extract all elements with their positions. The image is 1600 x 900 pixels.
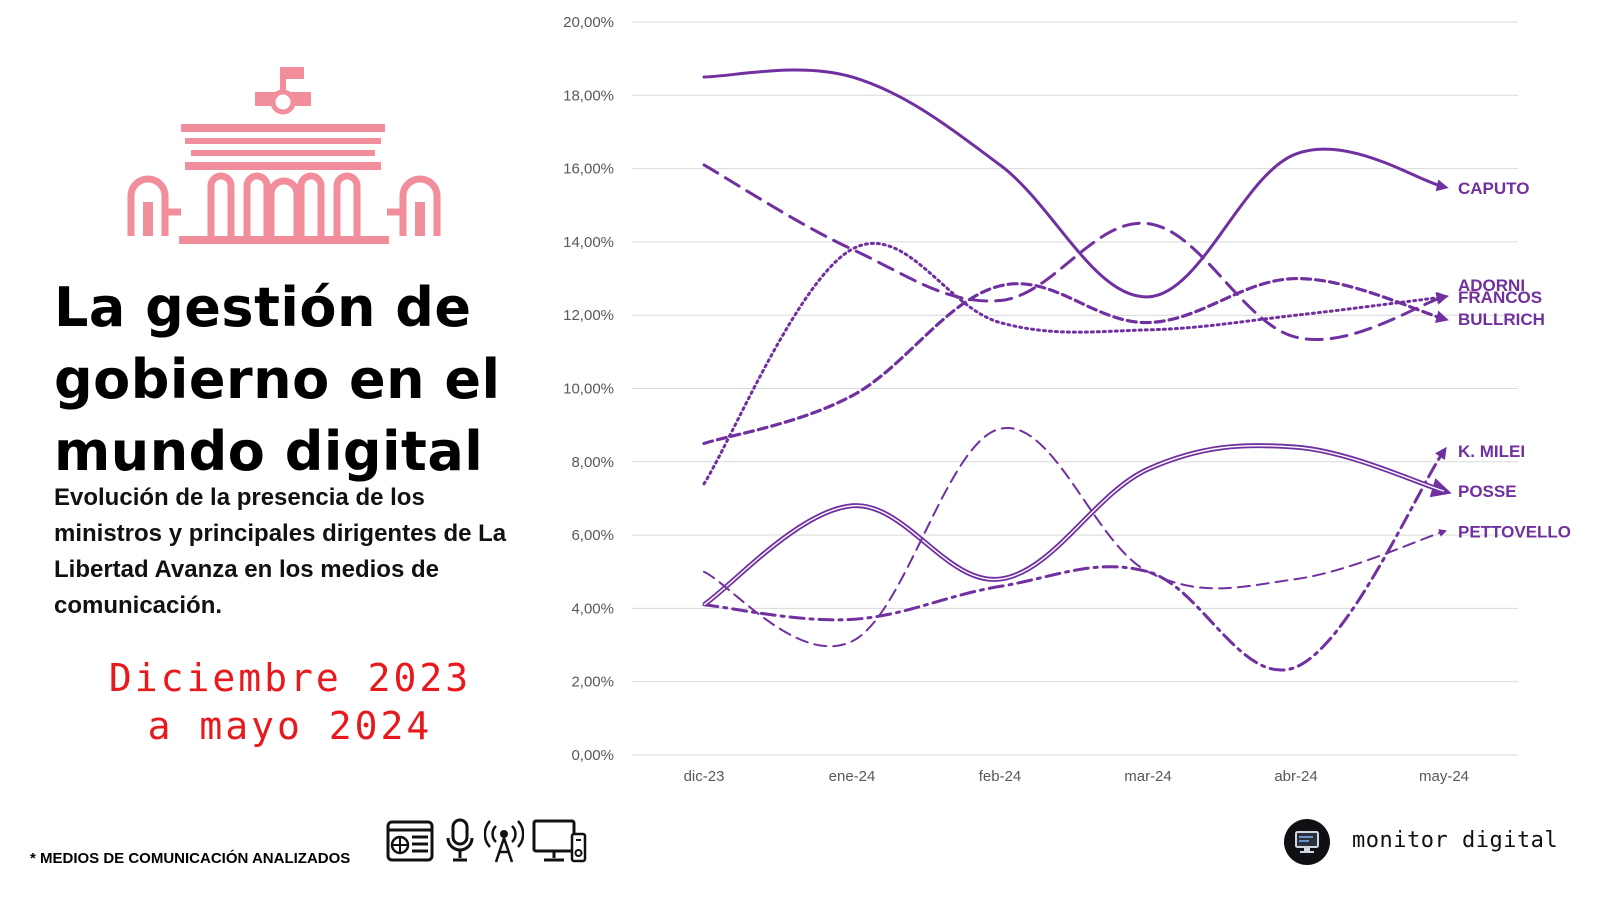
x-tick-label: mar-24 — [1124, 768, 1172, 785]
subtitle-line: ministros y principales dirigentes de La — [54, 520, 507, 547]
x-tick-label: dic-23 — [684, 768, 725, 785]
series-line-inner-posse — [703, 444, 1445, 606]
x-axis: dic-23 ene-24 feb-24 mar-24 abr-24 may-24 — [684, 768, 1469, 785]
government-building-icon — [127, 67, 441, 244]
series-label-posse: POSSE — [1458, 482, 1517, 501]
y-tick-label: 8,00% — [571, 454, 614, 471]
series-line-posse — [702, 443, 1452, 607]
series-label-francos: FRANCOS — [1458, 288, 1542, 307]
media-icons — [386, 818, 592, 866]
series-line-caputo — [702, 68, 1449, 299]
newspaper-web-icon — [386, 820, 434, 862]
y-tick-label: 14,00% — [563, 234, 614, 251]
series-line-adorni — [702, 163, 1449, 341]
y-tick-label: 0,00% — [571, 747, 614, 764]
x-tick-label: ene-24 — [829, 768, 876, 785]
y-tick-label: 12,00% — [563, 307, 614, 324]
date-range: Diciembre 2023 a mayo 2024 — [50, 654, 530, 750]
y-tick-label: 16,00% — [563, 161, 614, 178]
microphone-icon — [446, 818, 474, 862]
grid-layer — [632, 21, 1518, 756]
series-layer — [702, 68, 1452, 672]
title-line: mundo digital — [54, 420, 484, 483]
series-label-caputo: CAPUTO — [1458, 179, 1529, 198]
title-line: La gestión de — [54, 276, 472, 339]
series-label-adorni: ADORNI — [1458, 276, 1525, 295]
series-line-bullrich — [702, 276, 1449, 446]
page-subtitle: Evolución de la presencia de los ministr… — [54, 480, 554, 624]
date-line: Diciembre 2023 — [108, 656, 472, 700]
x-tick-label: abr-24 — [1274, 768, 1317, 785]
subtitle-line: comunicación. — [54, 592, 223, 619]
media-analyzed-label: * MEDIOS DE COMUNICACIÓN ANALIZADOS — [30, 850, 351, 867]
tv-monitor-icon — [532, 819, 587, 863]
series-label-bullrich: BULLRICH — [1458, 310, 1545, 329]
monitor-logo-icon — [1284, 819, 1330, 865]
series-line-francos — [702, 241, 1449, 486]
y-tick-label: 2,00% — [571, 674, 614, 691]
series-label-pettovello: PETTOVELLO — [1458, 522, 1571, 541]
y-tick-label: 6,00% — [571, 527, 614, 544]
y-tick-label: 4,00% — [571, 600, 614, 617]
y-tick-label: 10,00% — [563, 381, 614, 398]
y-axis: 0,00% 2,00% 4,00% 6,00% 8,00% 10,00% 12,00% 14,… — [563, 14, 614, 764]
presence-line-chart: 0,00% 2,00% 4,00% 6,00% 8,00% 10,00% 12,00% 14,… — [563, 14, 1571, 785]
title-line: gobierno en el — [54, 348, 501, 411]
radio-antenna-icon — [484, 820, 524, 863]
x-tick-label: feb-24 — [979, 768, 1022, 785]
series-line-k-milei — [702, 446, 1447, 672]
subtitle-line: Libertad Avanza en los medios de — [54, 556, 439, 583]
page-title: La gestión de gobierno en el mundo digit… — [54, 272, 544, 488]
y-tick-label: 20,00% — [563, 14, 614, 31]
series-label-k-milei: K. MILEI — [1458, 442, 1525, 461]
date-line: a mayo 2024 — [147, 704, 433, 748]
x-tick-label: may-24 — [1419, 768, 1469, 785]
series-line-pettovello — [703, 427, 1448, 648]
brand-name: monitor digital — [1352, 828, 1559, 853]
subtitle-line: Evolución de la presencia de los — [54, 484, 425, 511]
y-tick-label: 18,00% — [563, 87, 614, 104]
